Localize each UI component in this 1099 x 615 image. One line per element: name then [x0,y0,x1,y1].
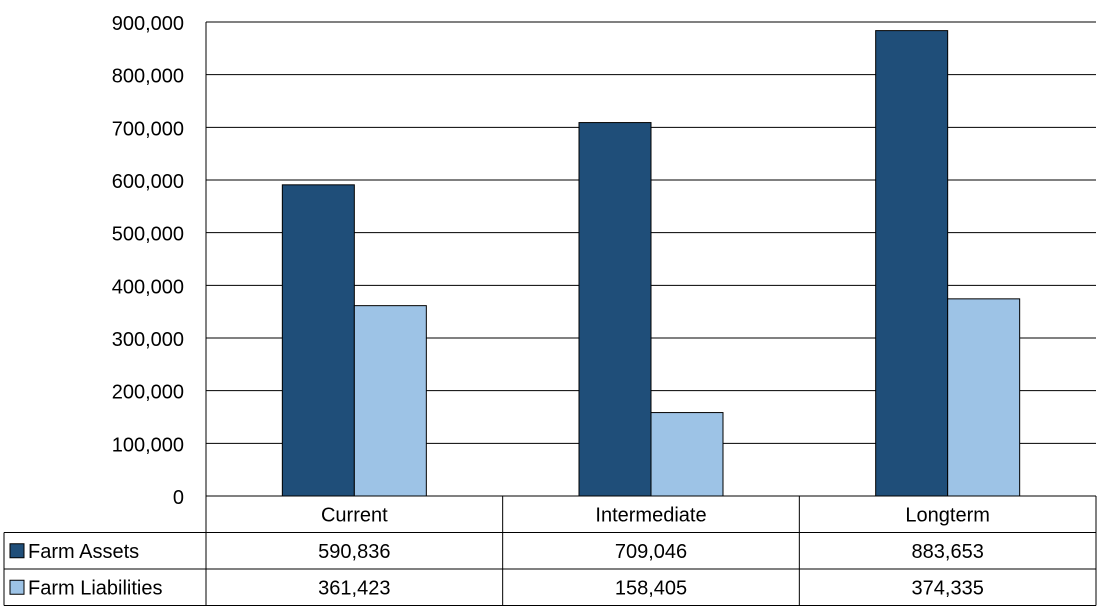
legend-key [9,543,25,559]
y-tick-label: 800,000 [112,66,184,88]
category-label: Intermediate [595,504,706,526]
bar-farm-assets [281,184,355,497]
y-tick-label: 600,000 [112,171,184,193]
bar-farm-assets [578,122,652,497]
bar-farm-liabilities [353,305,427,497]
y-tick-label: 900,000 [112,13,184,35]
y-tick-label: 500,000 [112,224,184,246]
y-tick-label: 100,000 [112,434,184,456]
y-tick-label: 700,000 [112,118,184,140]
bar-farm-liabilities [650,412,724,497]
legend-series-name: Farm Assets [28,541,139,563]
y-tick-label: 300,000 [112,329,184,351]
data-table-value: 374,335 [912,577,984,599]
data-table-value: 709,046 [615,541,687,563]
data-table-value: 883,653 [912,541,984,563]
y-tick-label: 200,000 [112,382,184,404]
y-tick-label: 400,000 [112,276,184,298]
legend-series-name: Farm Liabilities [28,577,162,599]
data-table-value: 158,405 [615,577,687,599]
bar-farm-assets [875,30,949,497]
category-label: Longterm [905,504,990,526]
data-table-value: 590,836 [318,541,390,563]
legend-key [9,579,25,595]
y-tick-label: 0 [173,487,184,509]
bar-farm-liabilities [947,298,1021,497]
category-label: Current [321,504,388,526]
data-table-value: 361,423 [318,577,390,599]
